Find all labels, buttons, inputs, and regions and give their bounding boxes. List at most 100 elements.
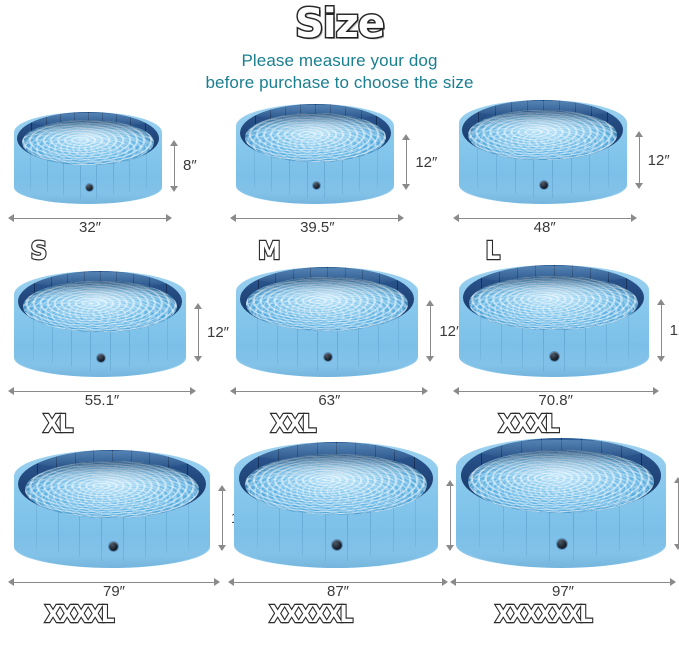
width-dimension-line [8,214,172,222]
dimension-bar [13,582,215,583]
pool-illustration-area: 12″ [228,104,450,214]
arrow-right-icon [652,387,659,395]
size-option-xxxxl[interactable]: 12″ 79″XXXXL [6,450,253,629]
arrow-left-icon [230,387,237,395]
dimension-bar [638,136,640,185]
width-dimension-line [230,387,429,395]
arrow-right-icon [398,214,405,222]
pool-shape [236,267,419,377]
width-dimension: 48″ [452,214,637,236]
pool-illustration-area: 8″ [6,112,228,214]
width-value: 70.8″ [538,392,573,409]
size-chart-grid: 8″ 32″ S 12″ 39.5″ M 12″ 48″ L 12″ 55.1″ XL 12″ 63″ XX… [0,100,679,629]
pool-graphic [14,271,186,377]
arrow-right-icon [442,578,448,586]
height-dimension: 12″ [656,298,679,362]
pool-shape [458,265,649,377]
height-value: 12″ [669,321,679,339]
size-label: XXXXXL [268,601,354,629]
size-label: XXXXL [44,601,116,629]
pool-water [468,275,639,330]
arrow-up-icon [634,131,643,138]
arrow-down-icon [446,544,454,551]
dimension-bar [222,490,223,547]
arrow-up-icon [194,302,202,309]
arrow-down-icon [194,355,202,362]
width-dimension: 97″ [450,578,676,600]
pool-water [22,120,154,166]
size-label: M [257,235,282,265]
width-value: 55.1″ [84,392,120,409]
width-dimension: 79″ [8,578,220,600]
pool-shape [14,271,186,377]
width-dimension-line [450,578,676,586]
dimension-bar [406,139,408,185]
pool-water [467,109,618,161]
arrow-right-icon [166,214,172,222]
size-option-xl[interactable]: 12″ 55.1″ XL [6,271,229,439]
arrow-left-icon [452,214,459,222]
dimension-bar [457,391,654,392]
subtitle-line-1: Please measure your dog [241,51,438,70]
width-dimension-line [452,387,659,395]
pool-illustration-area: 16″ [448,438,679,578]
arrow-left-icon [450,578,456,586]
drain-plug [108,542,118,552]
size-option-xxxxxl[interactable]: 16″ 87″XXXXXL [226,442,481,629]
width-dimension-line [228,578,448,586]
width-dimension: 39.5″ [230,214,405,236]
height-value: 12″ [415,153,438,171]
drain-plug [539,181,548,190]
height-dimension-line [656,298,666,362]
width-dimension-line [452,214,637,222]
water-shadow [246,277,409,298]
arrow-down-icon [218,545,226,552]
height-dimension: 12″ [402,134,437,190]
pool-water [467,450,655,514]
dimension-bar [13,391,191,392]
width-dimension: 87″ [228,578,448,600]
dimension-bar [457,218,632,219]
dimension-bar [455,582,671,583]
size-option-xxxl[interactable]: 12″ 70.8″XXXL [451,265,679,439]
dimension-bar [233,582,443,583]
size-option-m[interactable]: 12″ 39.5″ M [228,104,450,266]
width-dimension-line [230,214,405,222]
size-option-xxxxxxl[interactable]: 16″ 97″XXXXXXL [448,438,679,629]
pool-graphic [236,267,419,377]
height-dimension-line [446,479,455,551]
water-shadow [468,275,639,297]
size-option-xxl[interactable]: 12″ 63″ XXL [228,267,461,439]
pool-graphic [14,450,210,568]
water-shadow [467,109,618,129]
page-subtitle: Please measure your dog before purchase … [0,50,679,94]
dimension-bar [198,307,199,357]
height-dimension-line [194,302,203,362]
size-option-s[interactable]: 8″ 32″ S [6,112,228,266]
page-title: Size [294,1,387,48]
arrow-left-icon [8,387,14,395]
pool-illustration-area: 16″ [226,442,481,578]
height-dimension: 16″ [674,477,679,550]
height-dimension: 12″ [634,131,670,190]
arrow-right-icon [190,387,196,395]
width-value: 87″ [327,583,349,600]
arrow-up-icon [446,479,454,486]
size-option-l[interactable]: 12″ 48″ L [451,100,673,266]
pool-illustration-area: 12″ [451,265,679,387]
water-shadow [23,280,177,301]
size-label: XL [42,408,74,438]
height-dimension: 8″ [170,139,197,192]
pool-illustration-area: 12″ [6,271,229,387]
arrow-down-icon [634,183,643,190]
dimension-bar [430,305,432,357]
arrow-right-icon [422,387,429,395]
arrow-up-icon [218,485,226,492]
arrow-right-icon [670,578,676,586]
arrow-right-icon [630,214,637,222]
arrow-left-icon [452,387,459,395]
drain-plug [550,352,560,362]
height-dimension-line [170,139,179,192]
water-shadow [24,461,200,483]
pool-shape [456,438,666,568]
